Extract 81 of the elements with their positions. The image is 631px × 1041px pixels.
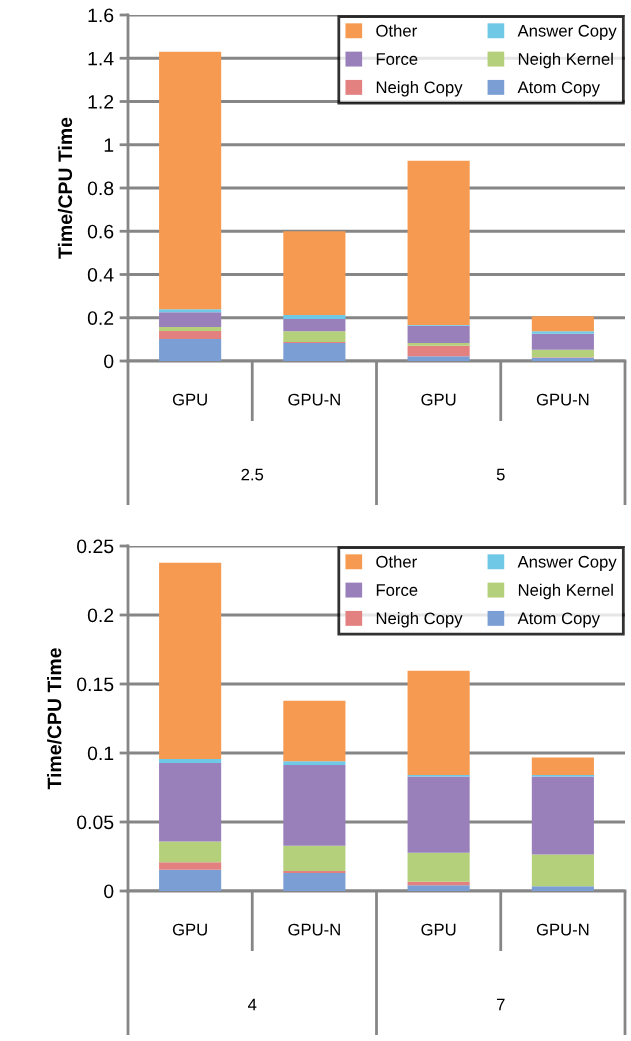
bar [531,331,594,334]
bar [407,356,470,361]
x-tick-label: GPU-N [288,393,340,406]
text: 7 [496,998,505,1011]
bar [283,700,346,762]
y-tick-label: 0.2 [87,311,114,325]
y-tick-label: 0.1 [87,746,114,761]
bar [283,765,346,846]
legend-label: Atom Copy [517,81,600,97]
y-axis-title: Time/CPU Time [57,117,73,259]
bar [407,670,470,776]
y-axis-title: Time/CPU Time [47,648,62,790]
bar [283,343,346,361]
x-tick-label: GPU [421,393,456,406]
text: 5 [496,468,505,481]
y-tick-label: 0.8 [87,181,114,196]
bar [283,870,346,874]
y-tick-label: 0.15 [77,677,114,692]
bar [407,345,470,357]
bar [407,885,470,891]
legend-label: Answer Copy [517,555,617,571]
bar [407,160,470,325]
bar [283,873,346,891]
text: 2.5 [241,468,264,481]
bar [159,309,222,313]
bar [407,776,470,853]
bar [159,327,222,331]
y-tick-label: 0.2 [87,608,114,623]
y-tick-label: 1.6 [88,8,114,23]
legend-label: Other [376,555,417,568]
y-tick-label: 0.4 [87,267,114,282]
y-tick-label: 0.25 [77,539,114,554]
legend-label: Neigh Kernel [518,583,613,600]
legend-label: Neigh Kernel [518,52,613,69]
bar [159,862,222,870]
bar [159,330,222,339]
legend-label: Atom Copy [517,612,600,628]
bar [159,338,222,361]
bar [283,761,346,766]
bar [159,312,222,328]
legend-label: Neigh Copy [376,81,463,97]
bar [531,776,594,855]
bar [159,562,222,759]
legend-label: Other [376,24,417,37]
legend-label: Neigh Copy [376,612,463,628]
bar [283,319,346,332]
bar [531,886,594,891]
bar [159,763,222,842]
x-tick-label: GPU [172,923,207,936]
bar [159,758,222,764]
bar [407,852,470,882]
bar [159,51,222,310]
bar [283,331,346,342]
y-tick-label: 1.2 [88,94,114,109]
bar [407,325,470,344]
y-tick-label: 1.4 [88,51,114,66]
bar [531,349,594,358]
y-tick-label: 0.05 [77,815,114,830]
legend-label: Answer Copy [517,24,617,40]
bar [159,869,222,891]
bar [159,841,222,863]
bar [283,231,346,315]
x-tick-label: GPU-N [536,923,589,936]
x-tick-label: GPU [172,393,207,406]
y-tick-label: 0 [104,354,114,369]
x-tick-label: GPU [421,923,456,936]
bar [531,757,594,776]
y-tick-label: 1 [104,138,114,152]
bar [283,314,346,320]
legend-label: Force [376,53,418,65]
y-tick-label: 0.6 [87,224,114,239]
bar [283,845,346,871]
bar [531,333,594,350]
x-tick-label: GPU-N [288,923,340,936]
y-tick-label: 0 [104,884,114,899]
bar [531,316,594,332]
x-tick-label: GPU-N [536,393,589,406]
text: 4 [248,998,257,1011]
legend-label: Force [376,584,418,596]
bar [407,343,470,346]
bar [531,854,594,887]
